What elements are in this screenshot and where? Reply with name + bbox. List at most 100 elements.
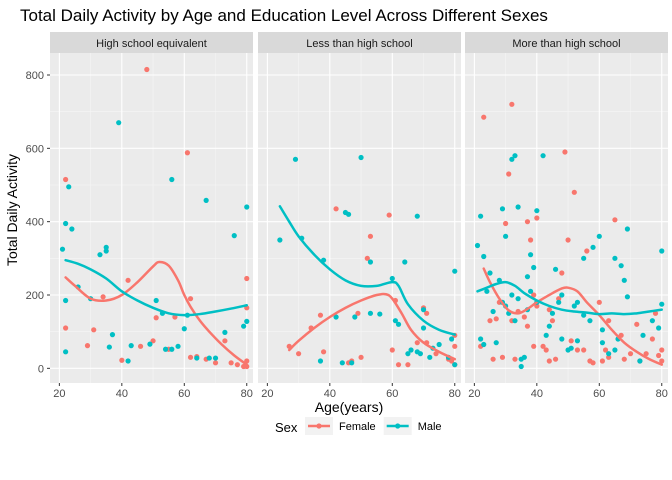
data-point-female bbox=[572, 190, 577, 195]
data-point-male bbox=[575, 338, 580, 343]
data-point-male bbox=[659, 302, 664, 307]
data-point-male bbox=[650, 318, 655, 323]
data-point-female bbox=[318, 313, 323, 318]
data-point-male bbox=[222, 330, 227, 335]
data-point-male bbox=[509, 292, 514, 297]
data-point-female bbox=[506, 171, 511, 176]
data-point-male bbox=[349, 360, 354, 365]
data-point-female bbox=[213, 360, 218, 365]
data-point-male bbox=[612, 347, 617, 352]
y-tick-label: 0 bbox=[38, 363, 44, 375]
data-point-male bbox=[63, 298, 68, 303]
data-point-male bbox=[377, 311, 382, 316]
data-point-male bbox=[421, 325, 426, 330]
data-point-male bbox=[556, 300, 561, 305]
data-point-male bbox=[396, 322, 401, 327]
data-point-male bbox=[640, 333, 645, 338]
data-point-male bbox=[358, 155, 363, 160]
data-point-male bbox=[437, 342, 442, 347]
data-point-male bbox=[656, 325, 661, 330]
data-point-female bbox=[144, 67, 149, 72]
data-point-male bbox=[204, 198, 209, 203]
data-point-male bbox=[494, 340, 499, 345]
data-point-male bbox=[66, 184, 71, 189]
data-point-male bbox=[525, 274, 530, 279]
data-point-female bbox=[188, 355, 193, 360]
data-point-male bbox=[368, 259, 373, 264]
data-point-female bbox=[656, 353, 661, 358]
data-point-male bbox=[540, 153, 545, 158]
x-tick-label: 40 bbox=[531, 388, 543, 400]
legend-title: Sex bbox=[275, 420, 298, 435]
data-point-female bbox=[565, 237, 570, 242]
data-point-male bbox=[125, 358, 130, 363]
data-point-female bbox=[63, 325, 68, 330]
data-point-female bbox=[387, 212, 392, 217]
data-point-male bbox=[528, 289, 533, 294]
data-point-male bbox=[402, 259, 407, 264]
data-point-male bbox=[452, 269, 457, 274]
data-point-female bbox=[525, 324, 530, 329]
data-point-male bbox=[390, 276, 395, 281]
data-point-male bbox=[213, 355, 218, 360]
data-point-male bbox=[478, 214, 483, 219]
data-point-female bbox=[91, 327, 96, 332]
data-point-female bbox=[650, 336, 655, 341]
x-tick-label: 60 bbox=[386, 388, 398, 400]
data-point-male bbox=[418, 351, 423, 356]
x-tick-label: 20 bbox=[53, 388, 65, 400]
x-tick-label: 80 bbox=[449, 388, 461, 400]
data-point-female bbox=[100, 294, 105, 299]
legend-key-point bbox=[316, 423, 321, 428]
data-point-female bbox=[487, 318, 492, 323]
data-point-female bbox=[244, 276, 249, 281]
legend-key-point bbox=[395, 423, 400, 428]
data-point-male bbox=[491, 309, 496, 314]
data-point-female bbox=[575, 347, 580, 352]
data-point-female bbox=[584, 248, 589, 253]
data-point-male bbox=[500, 206, 505, 211]
data-point-male bbox=[244, 204, 249, 209]
data-point-female bbox=[333, 206, 338, 211]
data-point-male bbox=[625, 294, 630, 299]
data-point-male bbox=[544, 333, 549, 338]
data-point-male bbox=[547, 324, 552, 329]
data-point-female bbox=[188, 296, 193, 301]
x-tick-label: 60 bbox=[178, 388, 190, 400]
data-point-male bbox=[346, 212, 351, 217]
x-tick-label: 20 bbox=[468, 388, 480, 400]
data-point-female bbox=[612, 217, 617, 222]
data-point-male bbox=[449, 336, 454, 341]
x-tick-label: 40 bbox=[116, 388, 128, 400]
data-point-male bbox=[637, 358, 642, 363]
data-point-female bbox=[494, 316, 499, 321]
data-point-male bbox=[408, 347, 413, 352]
legend-items: Female Male bbox=[305, 417, 442, 435]
data-point-female bbox=[659, 347, 664, 352]
y-axis-title: Total Daily Activity bbox=[4, 154, 20, 266]
data-point-male bbox=[625, 226, 630, 231]
data-point-female bbox=[85, 343, 90, 348]
data-point-male bbox=[487, 270, 492, 275]
data-point-male bbox=[534, 208, 539, 213]
data-point-female bbox=[509, 102, 514, 107]
facet-more-than-high-school: More than high school20 40 60 80 bbox=[465, 32, 668, 400]
data-point-male bbox=[63, 221, 68, 226]
data-point-male bbox=[368, 311, 373, 316]
data-point-male bbox=[169, 177, 174, 182]
data-point-female bbox=[390, 347, 395, 352]
data-point-male bbox=[207, 355, 212, 360]
data-point-female bbox=[525, 219, 530, 224]
data-point-female bbox=[481, 115, 486, 120]
data-point-male bbox=[600, 327, 605, 332]
x-tick-label: 80 bbox=[241, 388, 253, 400]
data-point-male bbox=[154, 298, 159, 303]
data-point-female bbox=[531, 344, 536, 349]
data-point-male bbox=[97, 252, 102, 257]
data-point-male bbox=[575, 300, 580, 305]
data-point-male bbox=[415, 214, 420, 219]
panel-background bbox=[465, 53, 668, 383]
data-point-female bbox=[534, 215, 539, 220]
